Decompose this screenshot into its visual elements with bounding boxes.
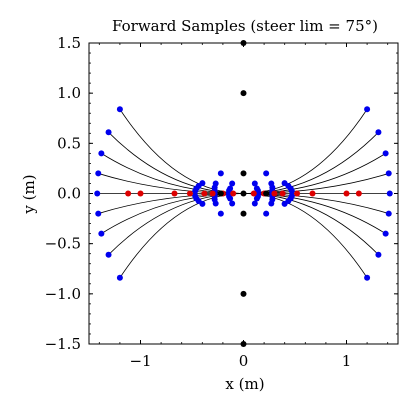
sample-point-blue [217, 170, 224, 177]
sample-point-blue [281, 180, 288, 187]
sample-point-blue [382, 150, 389, 157]
sample-point-blue [253, 195, 260, 202]
sample-point-blue [229, 200, 236, 207]
y-tick-label: −0.5 [45, 235, 81, 253]
sample-point-blue [105, 129, 112, 136]
trajectory-curve [243, 108, 368, 194]
x-axis-label: x (m) [225, 375, 264, 393]
chart-title: Forward Samples (steer lim = 75°) [112, 17, 378, 35]
sample-point-blue [385, 170, 392, 177]
sample-point-blue [385, 210, 392, 217]
sample-point-blue [94, 190, 101, 197]
sample-point-blue [364, 274, 371, 281]
y-tick-label: −1.5 [45, 335, 81, 353]
sample-point-blue [375, 251, 382, 258]
sample-point-red [201, 190, 208, 197]
trajectory-curve [243, 193, 368, 279]
sample-point-blue [116, 274, 123, 281]
sample-point-red [279, 190, 286, 197]
x-axis-ticks: −1 0 1 [98, 43, 389, 370]
sample-point-black [263, 190, 270, 197]
sample-point-red [355, 190, 362, 197]
sample-point-blue [268, 180, 275, 187]
trajectory-curve [119, 108, 244, 194]
sample-point-blue [364, 106, 371, 113]
sample-point-blue [98, 230, 105, 237]
sample-point-blue [281, 200, 288, 207]
sample-point-blue [98, 150, 105, 157]
sample-point-blue [227, 195, 234, 202]
sample-point-blue [116, 106, 123, 113]
sample-point-red [294, 190, 301, 197]
sample-point-red [209, 190, 216, 197]
sample-point-blue [263, 170, 270, 177]
y-tick-label: −1.0 [45, 285, 81, 303]
x-tick-label: 1 [342, 352, 352, 370]
y-axis-ticks: −1.5 −1.0 −0.5 0.0 0.5 1.0 1.5 [45, 34, 398, 353]
sample-point-black [240, 190, 247, 197]
y-tick-label: 1.0 [57, 84, 81, 102]
sample-point-blue [253, 185, 260, 192]
sample-point-blue [375, 129, 382, 136]
trajectory-curve [243, 193, 379, 255]
trajectory-curve [98, 193, 244, 214]
sample-point-blue [386, 190, 393, 197]
sample-point-blue [227, 185, 234, 192]
sample-point-blue [212, 200, 219, 207]
sample-point-red [186, 190, 193, 197]
sample-point-blue [217, 210, 224, 217]
sample-point-blue [251, 180, 258, 187]
trajectory-curve [243, 132, 379, 194]
sample-point-red [271, 190, 278, 197]
sample-point-blue [382, 230, 389, 237]
trajectory-curve [108, 193, 244, 255]
sample-point-black [240, 90, 247, 97]
sample-point-red [250, 190, 257, 197]
sample-point-red [343, 190, 350, 197]
sample-point-black [240, 210, 247, 217]
sample-point-blue [95, 170, 102, 177]
x-tick-label: 0 [239, 352, 249, 370]
sample-point-red [125, 190, 132, 197]
y-tick-label: 0.5 [57, 134, 81, 152]
sample-point-red [137, 190, 144, 197]
sample-point-black [217, 190, 224, 197]
sample-point-red [309, 190, 316, 197]
sample-point-red [171, 190, 178, 197]
y-axis-label: y (m) [20, 174, 38, 214]
sample-point-blue [263, 210, 270, 217]
sample-point-blue [229, 180, 236, 187]
sample-point-blue [199, 180, 206, 187]
sample-point-black [240, 170, 247, 177]
trajectory-curve [119, 193, 244, 279]
y-tick-label: 0.0 [57, 185, 81, 203]
sample-point-black [240, 290, 247, 297]
sample-point-blue [268, 200, 275, 207]
sample-point-blue [95, 210, 102, 217]
trajectory-curve [243, 193, 389, 214]
sample-point-blue [212, 180, 219, 187]
x-tick-label: −1 [129, 352, 151, 370]
trajectory-curve [98, 173, 244, 194]
sample-points [94, 40, 393, 347]
sample-point-blue [105, 251, 112, 258]
y-tick-label: 1.5 [57, 34, 81, 52]
trajectory-curve [243, 173, 389, 194]
trajectory-curve [108, 132, 244, 194]
sample-point-blue [251, 200, 258, 207]
sample-point-blue [199, 200, 206, 207]
sample-point-red [230, 190, 237, 197]
